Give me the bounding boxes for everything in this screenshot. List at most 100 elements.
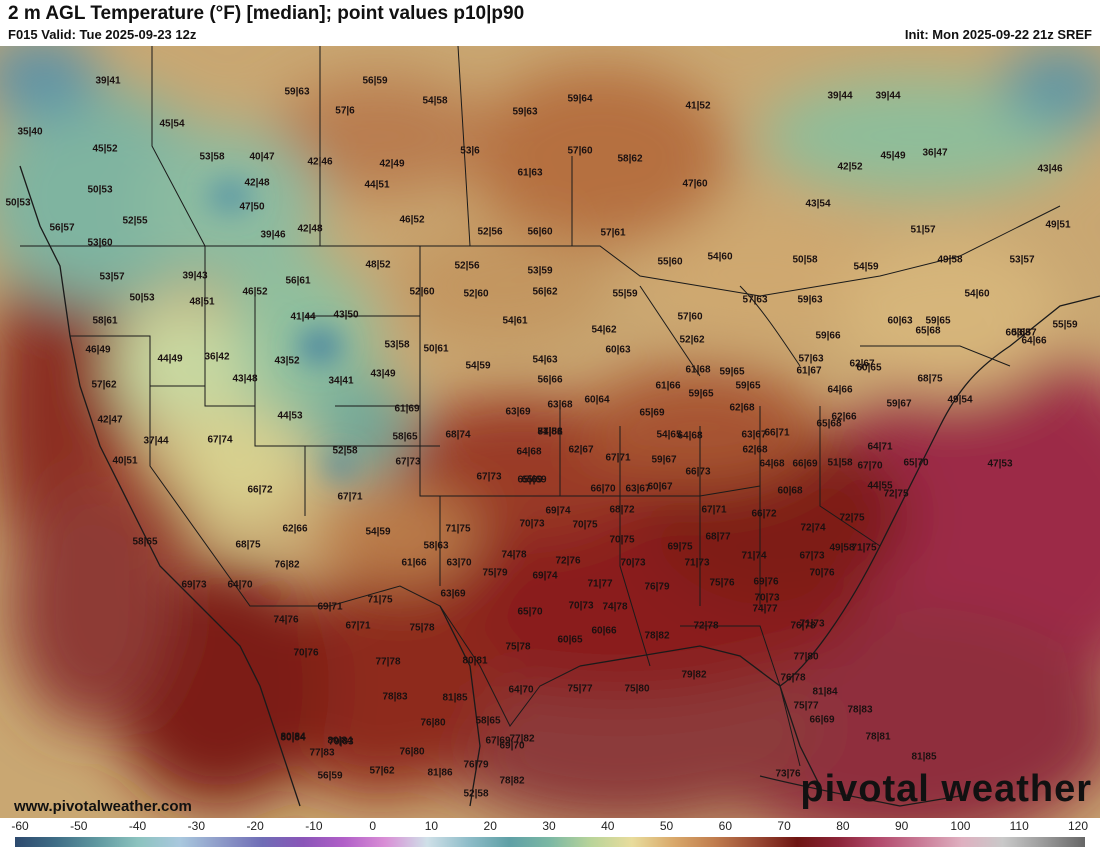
point-value-label: 52|56 [454,260,480,272]
point-value-label: 60|64 [584,394,610,406]
point-value-label: 68|75 [235,539,261,551]
point-value-label: 80|84 [280,731,306,743]
point-value-label: 72|78 [693,620,719,632]
point-value-label: 39|44 [875,90,901,102]
point-value-label: 60|63 [1005,327,1031,339]
colorbar-segment [1043,837,1086,847]
point-value-label: 39|41 [95,75,121,87]
point-value-label: 57|62 [91,379,117,391]
point-value-label: 66|71 [764,427,790,439]
point-value-label: 45|54 [159,118,185,130]
colorbar-tick-label: 120 [1067,819,1089,833]
point-value-label: 52|58 [332,445,358,457]
point-value-label: 44|51 [364,179,390,191]
point-value-label: 71|73 [799,618,825,630]
point-value-label: 59|67 [651,454,677,466]
point-value-label: 78|83 [382,691,408,703]
colorbar-segment [344,837,386,847]
point-value-label: 69|71 [317,601,343,613]
colorbar-tick-label: -30 [187,819,205,833]
point-value-label: 56|62 [532,286,558,298]
point-value-label: 70|73 [519,518,545,530]
point-value-label: 54|58 [422,95,448,107]
point-value-label: 72|75 [883,488,909,500]
point-value-label: 43|54 [805,198,831,210]
colorbar-segment [632,837,674,847]
point-value-label: 52|58 [463,788,489,800]
point-value-label: 76|79 [644,581,670,593]
point-value-label: 67|71 [345,620,371,632]
point-value-label: 47|53 [987,458,1013,470]
colorbar-segment [220,837,262,847]
colorbar-segment [97,837,139,847]
point-value-label: 36|42 [204,351,230,363]
point-value-label: 44|53 [277,410,303,422]
colorbar-tick-label: -20 [246,819,264,833]
point-value-label: 81|85 [442,692,468,704]
point-value-label: 56|61 [285,275,311,287]
point-value-label: 58|62 [617,153,643,165]
point-value-label: 52|60 [463,288,489,300]
point-value-label: 60|67 [647,481,673,493]
point-value-label: 66|73 [685,466,711,478]
point-value-label: 62|67 [568,444,594,456]
point-value-label: 67|73 [476,471,502,483]
point-value-label: 41|44 [290,311,316,323]
point-value-label: 64|68 [516,446,542,458]
point-value-label: 46|52 [399,214,425,226]
point-value-label: 57|62 [369,765,395,777]
point-value-label: 81|86 [537,426,563,438]
colorbar-segment [56,837,98,847]
point-value-label: 69|75 [667,541,693,553]
temperature-field [0,46,1100,818]
point-value-label: 65|69 [521,474,547,486]
point-value-label: 62|66 [282,523,308,535]
point-value-label: 61|66 [401,557,427,569]
colorbar-segment [426,837,468,847]
colorbar-segment [179,837,221,847]
point-value-label: 61|67 [796,365,822,377]
point-value-label: 54|61 [502,315,528,327]
point-value-label: 71|77 [587,578,613,590]
point-value-label: 60|68 [777,485,803,497]
point-value-label: 69|76 [753,576,779,588]
point-value-label: 60|63 [605,344,631,356]
temperature-map[interactable]: 39|41 35|40 45|54 45|52 50|53 50|53 56|57 52|55… [0,46,1100,818]
point-value-label: 81|86 [427,767,453,779]
colorbar-segment [961,837,1003,847]
colorbar-tick-label: -40 [128,819,147,833]
colorbar-tick-label: 90 [894,819,909,833]
colorbar-segment [796,837,839,847]
colorbar-segment [591,837,633,847]
point-value-label: 40|51 [112,455,138,467]
point-value-label: 80|84 [280,732,306,744]
point-value-label: 60|63 [887,315,913,327]
point-value-label: 53|6 [460,145,480,157]
point-value-label: 46|52 [242,286,268,298]
point-value-label: 53|57 [99,271,125,283]
point-value-label: 56|66 [537,374,563,386]
point-value-label: 45|52 [92,143,118,155]
point-value-label: 66|69 [792,458,818,470]
point-value-label: 70|73 [568,600,594,612]
point-value-label: 56|60 [527,226,553,238]
colorbar-tick-label: -50 [70,819,88,833]
point-value-label: 48|51 [189,296,215,308]
colorbar-segment [673,837,715,847]
point-value-label: 52|60 [409,286,435,298]
colorbar-tick-label: 100 [950,819,971,833]
point-values-layer: 39|41 35|40 45|54 45|52 50|53 50|53 56|57 52|55… [0,46,1100,818]
colorbar-tick-label: 0 [369,819,376,833]
point-value-label: 78|83 [847,704,873,716]
point-value-label: 74|76 [273,614,299,626]
colorbar-segment [467,837,509,847]
point-value-label: 54|58 [537,426,563,438]
point-value-label: 62|68 [742,444,768,456]
coastlines [19,165,1100,807]
point-value-label: 59|65 [925,315,951,327]
point-value-label: 75|78 [409,622,435,634]
point-value-label: 47|50 [239,201,265,213]
valid-time-label: F015 Valid: Tue 2025-09-23 12z [8,27,197,42]
point-value-label: 57|6 [335,105,355,117]
point-value-label: 69|70 [499,740,525,752]
